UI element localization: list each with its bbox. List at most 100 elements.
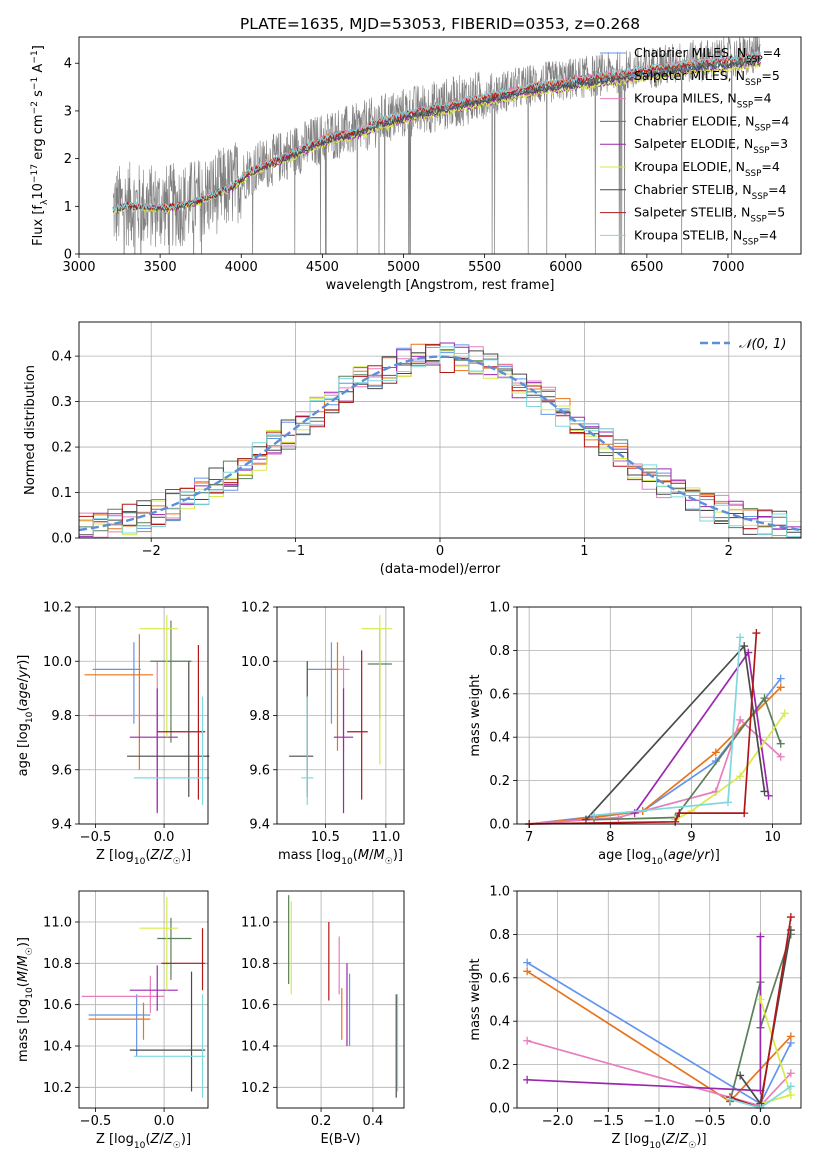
y-tick-label: 0.0 <box>489 818 510 833</box>
y-tick-label: 1 <box>64 200 72 215</box>
x-axis-label: wavelength [Angstrom, rest frame] <box>326 278 555 293</box>
mass-weight-line <box>529 632 758 825</box>
y-tick-label: 0.4 <box>489 1015 510 1030</box>
panel-massweight-vs-Z: −2.0 −1.5 −1.0 −0.5 0.0 0.0 0.2 0.4 0.6 0.8 1.0 Z [… <box>468 885 802 1151</box>
x-tick-label: 2 <box>725 544 733 559</box>
x-tick-label: 10 <box>764 830 781 845</box>
mass-weight-marker <box>740 642 749 651</box>
y-tick-label: 0.3 <box>51 395 72 410</box>
mass-weight-marker <box>756 995 765 1004</box>
x-axis-label: Z [log10(Z/Z☉)] <box>611 1132 706 1151</box>
y-tick-label: 11.0 <box>241 916 270 931</box>
mass-weight-marker <box>590 811 599 820</box>
mass-weight-marker <box>786 1069 795 1078</box>
y-axis-label: mass weight <box>468 674 483 756</box>
x-tick-label: 3500 <box>144 260 177 275</box>
y-tick-label: 9.4 <box>51 818 72 833</box>
mass-weight-marker <box>776 674 785 683</box>
axes-frame <box>276 890 405 1109</box>
x-tick-label: 0.0 <box>154 1114 175 1129</box>
x-tick-label: −0.5 <box>694 1114 726 1129</box>
mass-weight-marker <box>630 809 639 818</box>
y-tick-label: 0.4 <box>489 731 510 746</box>
x-tick-label: −2 <box>142 544 161 559</box>
axes-frame <box>78 36 802 255</box>
y-tick-label: 9.6 <box>51 763 72 778</box>
plot-area <box>523 913 795 1112</box>
legend-entry: Salpeter ELODIE, NSSP=3 <box>634 136 788 156</box>
x-tick-label: 1 <box>580 544 588 559</box>
y-tick-label: 3 <box>64 104 72 119</box>
x-tick-label: 0.0 <box>750 1114 771 1129</box>
y-tick-label: 10.6 <box>43 998 72 1013</box>
y-tick-label: 10.2 <box>43 1081 72 1096</box>
y-axis-label: Flux [fλ10−17 erg cm−2 s−1 A−1] <box>30 45 50 246</box>
mass-weight-marker <box>786 1032 795 1041</box>
axes-frame <box>276 606 405 825</box>
panel-age-vs-Z: −0.5 0.0 9.4 9.6 9.8 10.0 10.2 Z [log10(Z/Z☉)] a… <box>16 601 210 867</box>
y-tick-label: 10.8 <box>241 957 270 972</box>
mass-weight-marker <box>764 791 773 800</box>
x-tick-label: 0.0 <box>154 830 175 845</box>
y-tick-label: 9.8 <box>249 709 270 724</box>
mass-weight-marker <box>736 715 745 724</box>
mass-weight-marker <box>523 1036 532 1045</box>
y-tick-label: 0.8 <box>489 644 510 659</box>
normal-reference-curve <box>78 355 802 532</box>
mass-weight-line <box>527 936 762 1092</box>
mass-weight-marker <box>523 967 532 976</box>
x-tick-label: 10.5 <box>311 830 340 845</box>
y-axis-label: Normed distribution <box>23 365 38 495</box>
x-tick-label: −1.0 <box>643 1114 675 1129</box>
x-axis-label: age [log10(age/yr)] <box>598 848 720 867</box>
plot-area <box>289 615 392 814</box>
y-tick-label: 9.8 <box>51 709 72 724</box>
y-tick-label: 10.4 <box>43 1040 72 1055</box>
mass-weight-marker <box>760 694 769 703</box>
mass-weight-marker <box>736 772 745 781</box>
y-tick-label: 2 <box>64 152 72 167</box>
mass-weight-marker <box>760 787 769 796</box>
mass-weight-marker <box>776 739 785 748</box>
x-tick-label: 0.2 <box>311 1114 332 1129</box>
mass-weight-marker <box>776 752 785 761</box>
y-tick-label: 0.2 <box>51 441 72 456</box>
plot-area <box>288 895 399 1098</box>
mass-weight-marker <box>726 1095 734 1104</box>
x-axis-label: Z [log10(Z/Z☉)] <box>96 1132 191 1151</box>
x-tick-label: 4000 <box>225 260 258 275</box>
model-spectrum-line <box>112 53 761 213</box>
x-tick-label: 9 <box>687 830 695 845</box>
mass-weight-marker <box>523 1075 532 1084</box>
spectrum-legend: Chabrier MILES, NSSP=4 Salpeter MILES, NS… <box>600 45 789 247</box>
legend-entry: Chabrier MILES, NSSP=4 <box>634 45 781 65</box>
x-axis-label: (data-model)/error <box>380 562 501 577</box>
y-tick-label: 0.6 <box>489 971 510 986</box>
panel-spectrum: 3000 3500 4000 4500 5000 5500 6000 6500 7000 0 1 2 3… <box>30 36 802 293</box>
mass-weight-marker <box>786 913 795 922</box>
mass-weight-marker <box>740 809 749 818</box>
mass-weight-marker <box>786 1082 795 1091</box>
mass-weight-marker <box>711 748 720 757</box>
x-tick-label: 11.0 <box>371 830 400 845</box>
y-tick-label: 0.6 <box>489 687 510 702</box>
model-spectrum-line <box>112 51 761 213</box>
x-tick-label: 0 <box>436 544 444 559</box>
y-tick-label: 0.1 <box>51 486 72 501</box>
mass-weight-marker <box>780 709 789 718</box>
panel-massweight-vs-age: 7 8 9 10 0.0 0.2 0.4 0.6 0.8 1.0 age [log10(age/yr… <box>468 601 802 867</box>
mass-weight-line <box>594 637 741 817</box>
y-tick-label: 10.8 <box>43 957 72 972</box>
panel-age-vs-mass: 10.5 11.0 9.4 9.6 9.8 10.0 10.2 mass [log10(M/M… <box>241 601 405 867</box>
y-tick-label: 10.2 <box>241 1081 270 1096</box>
x-tick-label: −0.5 <box>80 830 112 845</box>
plot-area <box>112 37 761 254</box>
y-tick-label: 0.0 <box>489 1102 510 1117</box>
y-axis-label: mass weight <box>468 958 483 1040</box>
panel-mass-vs-Z: −0.5 0.0 10.2 10.4 10.6 10.8 11.0 Z [log10(Z/Z☉… <box>16 890 209 1151</box>
y-tick-label: 10.0 <box>241 655 270 670</box>
y-tick-label: 9.6 <box>249 763 270 778</box>
x-tick-label: −1 <box>286 544 305 559</box>
y-tick-label: 0.8 <box>489 928 510 943</box>
